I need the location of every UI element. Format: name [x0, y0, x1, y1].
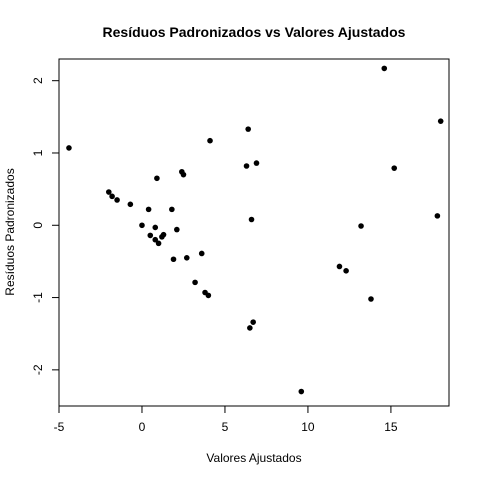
data-point [183, 255, 190, 261]
data-point [160, 231, 167, 238]
data-point [105, 189, 112, 195]
data-point [174, 226, 180, 233]
x-tick-label: 15 [384, 420, 398, 434]
y-tick-label: -2 [31, 364, 45, 375]
data-point [298, 388, 305, 395]
data-point [152, 224, 159, 231]
data-point [250, 319, 256, 325]
data-point [434, 213, 441, 219]
data-point [169, 206, 175, 213]
data-point [114, 197, 120, 203]
x-tick-label: 5 [222, 420, 229, 434]
data-point [147, 232, 154, 239]
y-axis-label: Resíduos Padronizados [3, 168, 17, 295]
y-tick-label: 1 [31, 149, 45, 156]
data-point [127, 201, 134, 208]
y-tick-label: -1 [31, 292, 45, 303]
x-tick-label: -5 [54, 420, 65, 434]
data-point [343, 268, 349, 274]
y-axis: -2 -1 0 1 2 [31, 77, 60, 375]
data-point [180, 171, 187, 178]
data-point [243, 163, 250, 169]
x-tick-label: 10 [301, 420, 315, 434]
x-axis: -5 0 5 10 15 [54, 405, 398, 434]
data-point [152, 236, 159, 243]
data-point [145, 206, 152, 213]
data-point [381, 65, 388, 72]
data-point [336, 263, 343, 270]
x-tick-label: 0 [139, 420, 146, 434]
data-point [198, 250, 205, 257]
y-tick-label: 0 [31, 222, 45, 229]
data-point [205, 292, 212, 299]
data-point [139, 222, 145, 229]
data-point [245, 126, 251, 132]
data-point [368, 296, 374, 302]
y-tick-label: 2 [31, 77, 45, 84]
x-axis-label: Valores Ajustados [206, 451, 301, 465]
data-point [437, 118, 444, 124]
data-point [155, 240, 162, 247]
data-point [358, 223, 364, 229]
data-point [248, 216, 255, 223]
plot-area-border [58, 58, 450, 407]
data-point [391, 165, 398, 171]
data-point [253, 160, 260, 166]
data-point [247, 325, 253, 331]
data-point [192, 279, 198, 286]
chart-title: Resíduos Padronizados vs Valores Ajustad… [103, 24, 406, 40]
data-point [66, 145, 72, 151]
data-point [170, 256, 177, 263]
data-point [154, 175, 160, 182]
data-point [207, 137, 213, 144]
data-points [66, 65, 444, 395]
data-point [109, 193, 115, 200]
